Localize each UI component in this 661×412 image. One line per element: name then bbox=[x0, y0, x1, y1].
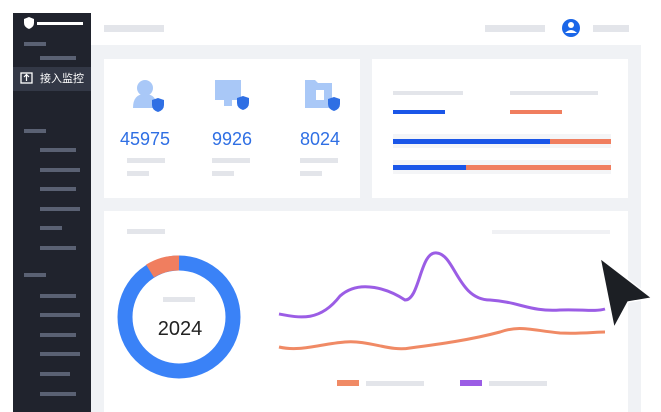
stat-icon bbox=[305, 80, 340, 111]
placeholder bbox=[104, 25, 164, 32]
stat-value: 8024 bbox=[300, 129, 340, 149]
progress-bar bbox=[550, 139, 611, 144]
menu-item[interactable]: 接入监控 bbox=[40, 71, 84, 85]
legend-swatch bbox=[393, 110, 445, 114]
legend-swatch bbox=[510, 110, 562, 114]
placeholder bbox=[593, 25, 629, 32]
cursor bbox=[598, 256, 654, 331]
placeholder bbox=[163, 297, 195, 302]
stat-value: 9926 bbox=[212, 129, 252, 149]
placeholder bbox=[127, 229, 165, 234]
legend-swatch bbox=[337, 380, 359, 386]
stat-value: 45975 bbox=[120, 129, 170, 149]
line bbox=[278, 251, 606, 319]
line bbox=[278, 326, 606, 351]
top-bar bbox=[91, 13, 641, 45]
placeholder bbox=[485, 25, 545, 32]
logo-text bbox=[37, 22, 83, 25]
donut-label: 2024 bbox=[158, 318, 203, 340]
avatar-head bbox=[568, 22, 574, 28]
placeholder bbox=[366, 381, 424, 386]
donut-segment bbox=[146, 255, 180, 278]
logo bbox=[24, 17, 34, 29]
progress-bar bbox=[466, 165, 611, 170]
chart-card bbox=[104, 211, 628, 412]
bars-card bbox=[372, 59, 628, 198]
stat-icon bbox=[133, 80, 164, 112]
stat-icon bbox=[215, 80, 249, 110]
placeholder bbox=[393, 91, 463, 95]
legend-swatch bbox=[460, 380, 482, 386]
avatar-body bbox=[565, 30, 577, 33]
progress-bar bbox=[393, 139, 550, 144]
stat-placeholders bbox=[127, 158, 338, 176]
progress-bar bbox=[393, 165, 466, 170]
sidebar-placeholders bbox=[24, 42, 80, 396]
placeholder bbox=[492, 230, 610, 234]
menu-icon bbox=[20, 72, 33, 84]
placeholder bbox=[510, 91, 598, 95]
placeholder bbox=[489, 381, 547, 386]
menu-icon-arrow bbox=[23, 73, 30, 81]
